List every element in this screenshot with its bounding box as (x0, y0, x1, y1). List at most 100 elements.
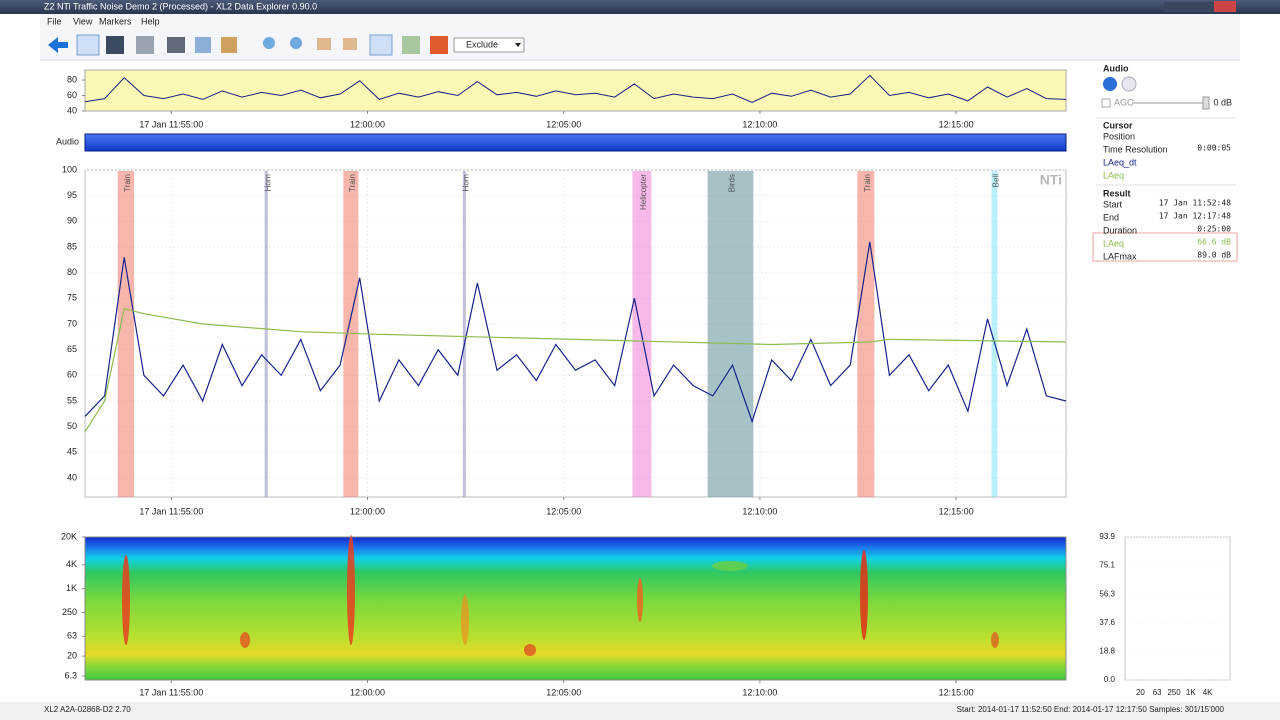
audio-track-label: Audio (56, 136, 79, 146)
y-tick-label: 1K (66, 583, 77, 593)
status-device: XL2 A2A-02868-D2 2.70 (44, 705, 131, 714)
y-tick-label: 60 (67, 370, 77, 380)
marker-label: Helicopter (639, 174, 648, 210)
menu-item[interactable]: Markers (99, 16, 132, 26)
marker-label: Train (123, 174, 132, 192)
stop-button[interactable] (1121, 76, 1137, 92)
y-tick-label: 95 (67, 190, 77, 200)
toolbar-area (40, 14, 1240, 60)
legend-entry[interactable]: LAeq_dt (1103, 157, 1137, 167)
panel-value: 0:00:05 (1197, 144, 1231, 153)
y-tick-label: 63 (67, 631, 77, 641)
filter-dropdown[interactable] (453, 37, 525, 53)
panel-value: 17 Jan 11:52:48 (1159, 199, 1231, 208)
panel-label: End (1103, 212, 1119, 222)
spectrogram-frame (84, 536, 1067, 681)
y-tick-label: 93.9 (1099, 532, 1115, 541)
y-tick-label: 6.3 (64, 670, 77, 680)
x-tick-label: 63 (1153, 688, 1162, 697)
panel-heading: Result (1103, 188, 1131, 198)
window-title: Z2 NTi Traffic Noise Demo 2 (Processed) … (44, 1, 317, 11)
y-tick-label: 20K (61, 531, 77, 541)
play-button[interactable] (1103, 77, 1117, 91)
window-controls[interactable] (1164, 2, 1224, 12)
marker-label: Horn (263, 174, 272, 191)
y-tick-label: 75 (67, 293, 77, 303)
marker-label: Bell (991, 174, 1000, 188)
agc-label: AGC (1114, 97, 1134, 107)
panel-value: 0:25:00 (1197, 225, 1231, 234)
gain-value: 0 dB (1213, 97, 1232, 107)
panel-heading: Audio (1103, 63, 1129, 73)
y-tick-label: 90 (67, 216, 77, 226)
marker-band (991, 171, 998, 497)
marker-label: Train (348, 174, 357, 192)
x-tick-label: 12:00:00 (350, 119, 385, 129)
x-tick-label: 1K (1186, 688, 1196, 697)
x-tick-label: 12:00:00 (350, 687, 385, 697)
y-tick-label: 45 (67, 447, 77, 457)
marker-band (117, 171, 135, 497)
panel-label: LAeq (1103, 238, 1124, 248)
y-tick-label: 0.0 (1104, 675, 1116, 684)
spectrogram (85, 535, 1066, 680)
panel-label: Time Resolution (1103, 144, 1168, 154)
panel-label: Duration (1103, 225, 1137, 235)
x-tick-label: 17 Jan 11:55:00 (139, 506, 203, 516)
panel-label: Start (1103, 199, 1123, 209)
highlight (1092, 232, 1238, 262)
panel-value: 17 Jan 12:17:48 (1159, 212, 1231, 221)
dropdown-arrow (515, 43, 521, 47)
y-tick-label: 65 (67, 344, 77, 354)
x-tick-label: 12:05:00 (546, 119, 581, 129)
back-button[interactable] (48, 37, 68, 53)
marker-band (343, 171, 359, 497)
marker-band (462, 171, 466, 497)
y-tick-label: 80 (67, 267, 77, 277)
x-tick-label: 12:10:00 (742, 687, 777, 697)
status-bar (0, 702, 1280, 720)
y-tick-label: 85 (67, 241, 77, 251)
result-table: Start 17 Jan 11:52:48 End 17 Jan 12:17:48 Du… (1103, 199, 1231, 262)
overview-line (84, 74, 1067, 104)
y-tick-label: 55 (67, 395, 77, 405)
y-tick-label: 56.3 (1099, 589, 1115, 598)
x-tick-label: 12:15:00 (939, 119, 974, 129)
y-tick-label: 18.8 (1099, 646, 1115, 655)
y-tick-label: 75.1 (1099, 561, 1115, 570)
x-tick-label: 17 Jan 11:55:00 (139, 119, 203, 129)
panel-label: LAFmax (1103, 251, 1137, 261)
panel-label: Position (1103, 131, 1135, 141)
agc-checkbox[interactable] (1101, 98, 1111, 108)
toolbar-icons (76, 34, 448, 56)
marker-band (707, 171, 754, 497)
y-tick-label: 40 (67, 105, 77, 115)
x-tick-label: 12:15:00 (939, 506, 974, 516)
legend-entry[interactable]: LAeq (1103, 170, 1124, 180)
data-line (84, 241, 1067, 424)
marker-label: Train (863, 174, 872, 192)
x-tick-label: 12:15:00 (939, 687, 974, 697)
gain-thumb[interactable] (1202, 96, 1210, 110)
marker-label: Horn (461, 174, 470, 191)
x-tick-label: 17 Jan 11:55:00 (139, 687, 203, 697)
x-tick-label: 12:10:00 (742, 119, 777, 129)
spectrum-plot (1124, 536, 1231, 681)
y-tick-label: 60 (67, 90, 77, 100)
menu-item[interactable]: Help (141, 16, 160, 26)
x-tick-label: 20 (1136, 688, 1145, 697)
panel-heading: Cursor (1103, 120, 1133, 130)
menu-item[interactable]: View (73, 16, 93, 26)
x-tick-label: 12:05:00 (546, 687, 581, 697)
side-panel: Audio AGC 0 dB Cursor Position Time Reso… (1092, 62, 1238, 262)
audio-track[interactable] (84, 133, 1067, 152)
close-button[interactable] (1214, 1, 1236, 12)
marker-band (857, 171, 875, 497)
filter-dropdown-text: Exclude (466, 39, 498, 49)
x-tick-label: 250 (1167, 688, 1181, 697)
panel-value: 89.0 dB (1197, 251, 1231, 260)
y-tick-label: 70 (67, 318, 77, 328)
menu-item[interactable]: File (47, 16, 62, 26)
plot-area (84, 169, 1067, 498)
